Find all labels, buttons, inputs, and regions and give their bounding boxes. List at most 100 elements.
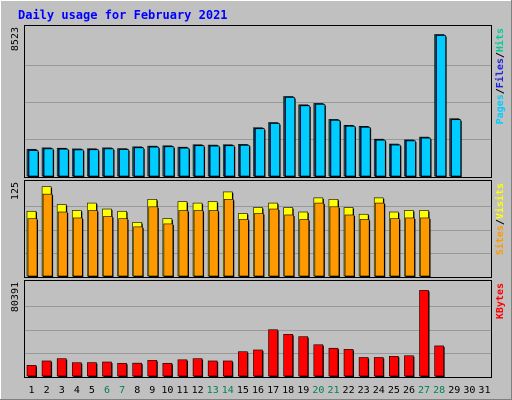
x-tick-label: 12 <box>192 385 204 396</box>
panel-hits-day-10 <box>162 145 175 177</box>
panel-kbytes-day-25 <box>389 356 400 377</box>
panel-visits-day-25 <box>389 211 401 277</box>
bar-pages <box>330 120 341 177</box>
panel-visits-day-13 <box>207 201 220 277</box>
bar-pages <box>240 145 250 177</box>
panel-kbytes-day-12 <box>192 358 204 377</box>
x-tick-label: 27 <box>418 385 430 396</box>
bar-kbytes <box>147 360 158 377</box>
panel-visits-day-19 <box>298 211 310 277</box>
bar-sites <box>269 208 279 277</box>
panel-visits-side-label: Sites/Visits <box>494 183 506 255</box>
bar-sites <box>359 219 370 277</box>
bar-sites <box>42 193 53 277</box>
panel-hits-day-20 <box>313 103 326 177</box>
panel-kbytes-day-27 <box>419 290 430 377</box>
chart-panels: 8523 Pages/Files/Hits 125 Sites/Visits 80391… <box>10 25 506 378</box>
bar-sites <box>390 218 400 277</box>
panel-visits-day-24 <box>373 197 386 277</box>
panel-visits-day-18 <box>283 207 295 277</box>
bar-kbytes <box>434 345 444 377</box>
x-tick-label: 25 <box>388 385 400 396</box>
panel-hits-day-24 <box>373 138 387 177</box>
panel-visits-day-7 <box>117 210 129 277</box>
panel-kbytes-day-4 <box>71 362 83 377</box>
x-tick-label: 31 <box>478 385 490 396</box>
panel-visits-day-20 <box>313 197 325 277</box>
panel-hits: 8523 Pages/Files/Hits <box>10 25 506 178</box>
panel-hits-day-27 <box>419 136 432 177</box>
bar-kbytes <box>389 356 399 377</box>
panel-kbytes-day-22 <box>343 349 355 377</box>
panel-visits-day-17 <box>268 202 280 277</box>
panel-hits-day-11 <box>177 146 190 177</box>
panel-kbytes-side-label: KBytes <box>495 283 506 319</box>
x-tick-label: 13 <box>207 385 219 396</box>
bar-kbytes <box>71 362 82 377</box>
panel-visits-day-10 <box>162 218 174 277</box>
panel-visits-day-11 <box>177 201 189 277</box>
bar-pages <box>451 119 462 177</box>
x-tick-label: 19 <box>297 385 309 396</box>
bar-pages <box>58 148 69 177</box>
bar-pages <box>406 140 416 177</box>
panel-kbytes-day-9 <box>147 360 158 377</box>
panel-kbytes-day-19 <box>298 336 309 377</box>
bar-kbytes <box>253 349 263 377</box>
bar-pages <box>300 105 311 177</box>
bar-sites <box>314 202 325 277</box>
bar-pages <box>315 104 326 177</box>
panel-visits-day-16 <box>253 207 265 277</box>
panel-hits-day-14 <box>222 144 236 177</box>
panel-kbytes-day-21 <box>328 347 339 377</box>
bar-sites <box>148 206 159 277</box>
bar-kbytes <box>26 365 37 377</box>
chart-title: Daily usage for February 2021 <box>18 8 228 22</box>
bar-sites <box>118 218 128 277</box>
panel-hits-day-7 <box>117 148 130 177</box>
panel-kbytes-day-5 <box>87 362 98 377</box>
bar-kbytes <box>117 362 127 377</box>
bar-sites <box>193 210 204 277</box>
bar-kbytes <box>419 290 429 377</box>
panel-kbytes-day-20 <box>313 344 324 377</box>
bar-sites <box>163 223 174 277</box>
bar-sites <box>420 217 430 277</box>
panel-hits-day-8 <box>132 146 145 177</box>
x-tick-label: 28 <box>433 385 445 396</box>
bar-kbytes <box>358 357 369 377</box>
x-tick-label: 14 <box>222 385 234 396</box>
x-tick-label: 23 <box>358 385 370 396</box>
bar-sites <box>27 218 38 277</box>
bar-sites <box>329 206 340 277</box>
panel-visits-day-9 <box>147 199 159 277</box>
panel-hits-day-16 <box>253 127 266 177</box>
panel-hits-day-18 <box>283 96 296 177</box>
panel-hits-day-22 <box>343 124 357 177</box>
x-tick-label: 16 <box>252 385 264 396</box>
panel-kbytes-day-23 <box>358 357 370 377</box>
panel-hits-day-5 <box>87 148 100 177</box>
bar-pages <box>436 35 446 177</box>
panel-visits-day-4 <box>71 210 84 277</box>
bar-pages <box>285 97 295 177</box>
panel-kbytes-day-1 <box>26 365 37 377</box>
bar-sites <box>103 216 113 277</box>
panel-hits-day-23 <box>358 126 372 177</box>
x-tick-label: 3 <box>59 385 65 396</box>
panel-hits-day-21 <box>328 119 341 177</box>
panel-kbytes-day-18 <box>283 334 294 377</box>
x-tick-label: 24 <box>373 385 385 396</box>
bar-pages <box>375 139 386 177</box>
panel-hits-day-3 <box>56 147 70 177</box>
bar-pages <box>73 149 84 177</box>
panel-hits-day-1 <box>26 148 39 177</box>
panel-hits-day-28 <box>434 34 447 178</box>
panel-kbytes-day-6 <box>102 361 113 377</box>
bar-kbytes <box>102 361 112 377</box>
bar-kbytes <box>373 357 384 377</box>
panel-visits-day-6 <box>102 208 114 277</box>
x-tick-label: 17 <box>267 385 279 396</box>
bar-sites <box>223 199 234 277</box>
